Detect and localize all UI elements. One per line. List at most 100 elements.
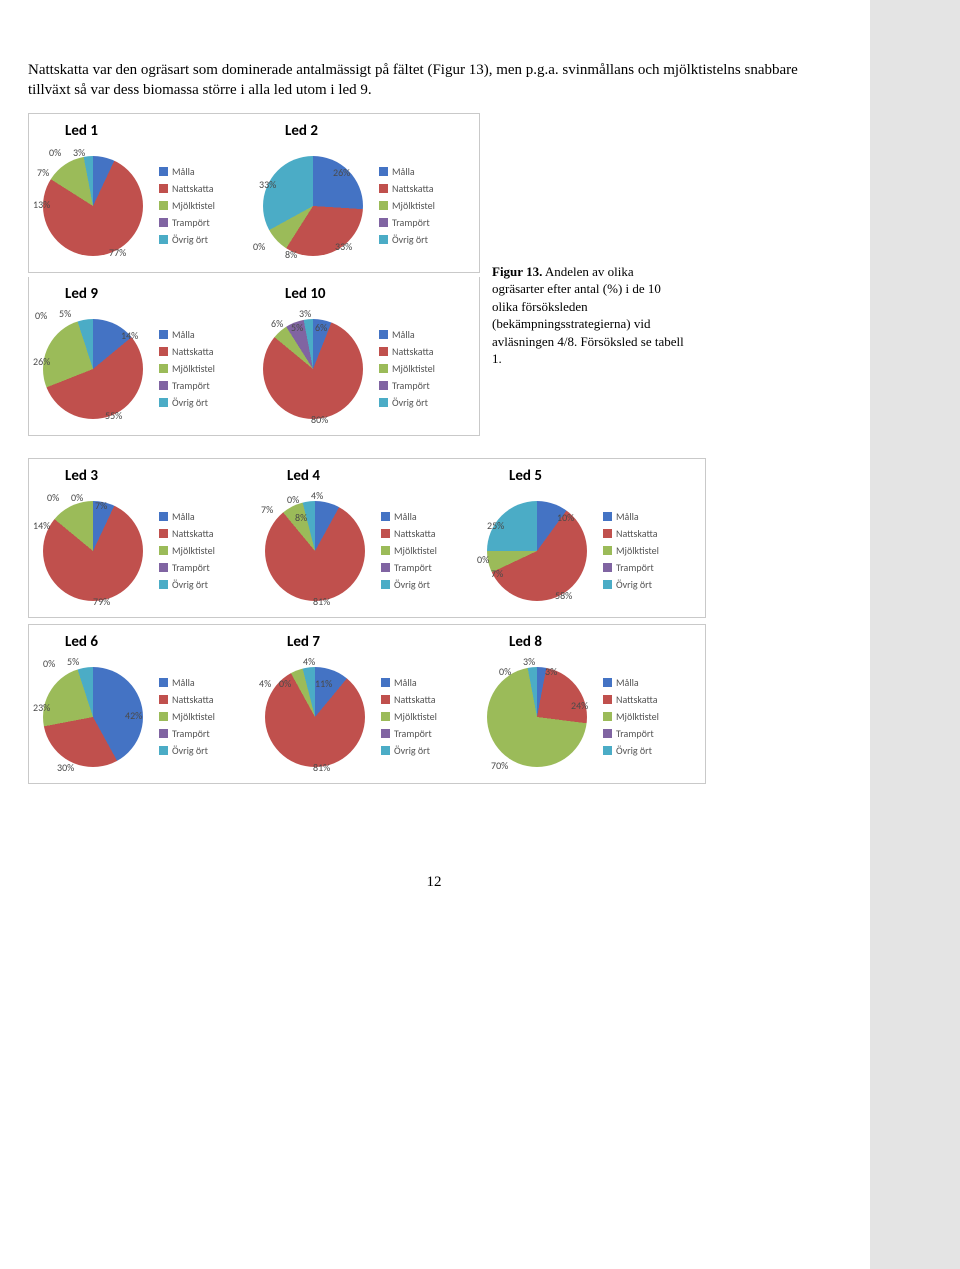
chart-title: Led 8 — [509, 633, 699, 651]
page-margin-gray — [870, 0, 960, 1269]
legend-swatch — [379, 184, 388, 193]
pct-label: 77% — [109, 248, 126, 258]
legend-swatch — [603, 512, 612, 521]
pct-label: 7% — [491, 569, 503, 579]
legend-swatch — [603, 695, 612, 704]
legend-label: Mjölktistel — [172, 542, 215, 559]
legend-item: Målla — [159, 163, 215, 180]
legend-swatch — [603, 729, 612, 738]
legend-label: Övrig ört — [394, 742, 430, 759]
pct-label: 42% — [125, 711, 142, 721]
legend: MållaNattskattaMjölktistelTrampörtÖvrig … — [381, 674, 437, 759]
pie-chart: 0%5%14%26%55% — [33, 309, 153, 429]
pie-chart: 3%0%3%24%70% — [477, 657, 597, 777]
legend-swatch — [381, 580, 390, 589]
legend-swatch — [379, 330, 388, 339]
chart-led-8: Led 83%0%3%24%70%MållaNattskattaMjölktis… — [477, 631, 699, 777]
document-page: Nattskatta var den ogräsart som dominera… — [0, 0, 870, 931]
pct-label: 4% — [311, 491, 323, 501]
pct-label: 10% — [557, 513, 574, 523]
legend-item: Mjölktistel — [159, 197, 215, 214]
pct-label: 5% — [291, 323, 303, 333]
pct-label: 11% — [315, 679, 332, 689]
legend-swatch — [381, 746, 390, 755]
chart-group-6-7-8: Led 60%5%23%42%30%MållaNattskattaMjölkti… — [28, 624, 706, 784]
legend-label: Övrig ört — [392, 231, 428, 248]
legend-label: Nattskatta — [172, 525, 214, 542]
legend-item: Nattskatta — [159, 525, 215, 542]
pie-chart: 0%3%7%13%77% — [33, 146, 153, 266]
legend-label: Målla — [172, 508, 195, 525]
legend-item: Trampört — [603, 559, 659, 576]
legend-swatch — [379, 347, 388, 356]
legend-item: Nattskatta — [159, 343, 215, 360]
legend-swatch — [159, 398, 168, 407]
legend-swatch — [603, 712, 612, 721]
pct-label: 33% — [259, 180, 276, 190]
chart-title: Led 2 — [285, 122, 473, 140]
legend-item: Målla — [379, 163, 435, 180]
legend-swatch — [381, 678, 390, 687]
pct-label: 0% — [279, 679, 291, 689]
legend-label: Mjölktistel — [172, 360, 215, 377]
legend-label: Trampört — [172, 214, 210, 231]
pct-label: 0% — [499, 667, 511, 677]
legend-label: Övrig ört — [172, 394, 208, 411]
legend-item: Mjölktistel — [159, 708, 215, 725]
pct-label: 4% — [303, 657, 315, 667]
chart-led-6: Led 60%5%23%42%30%MållaNattskattaMjölkti… — [33, 631, 255, 777]
legend-item: Målla — [381, 674, 437, 691]
chart-title: Led 6 — [65, 633, 255, 651]
pie-chart: 33%26%0%8%33% — [253, 146, 373, 266]
legend-label: Målla — [172, 163, 195, 180]
chart-title: Led 7 — [287, 633, 477, 651]
pct-label: 70% — [491, 761, 508, 771]
legend: MållaNattskattaMjölktistelTrampörtÖvrig … — [603, 508, 659, 593]
legend-item: Mjölktistel — [379, 360, 435, 377]
legend-item: Övrig ört — [159, 231, 215, 248]
pct-label: 26% — [333, 168, 350, 178]
legend-label: Målla — [616, 674, 639, 691]
legend-swatch — [159, 218, 168, 227]
pct-label: 7% — [37, 168, 49, 178]
pct-label: 0% — [287, 495, 299, 505]
legend-swatch — [381, 546, 390, 555]
legend-label: Mjölktistel — [392, 197, 435, 214]
pct-label: 0% — [47, 493, 59, 503]
pct-label: 0% — [43, 659, 55, 669]
chart-led-2: Led 233%26%0%8%33%MållaNattskattaMjölkti… — [253, 120, 473, 266]
legend-swatch — [603, 678, 612, 687]
legend-label: Nattskatta — [392, 180, 434, 197]
legend-item: Nattskatta — [379, 180, 435, 197]
legend-item: Övrig ört — [159, 742, 215, 759]
legend-item: Mjölktistel — [603, 708, 659, 725]
legend-label: Nattskatta — [172, 691, 214, 708]
pct-label: 6% — [271, 319, 283, 329]
legend: MållaNattskattaMjölktistelTrampörtÖvrig … — [379, 163, 435, 248]
legend-swatch — [159, 201, 168, 210]
legend-item: Mjölktistel — [159, 360, 215, 377]
legend-label: Övrig ört — [172, 231, 208, 248]
legend-label: Nattskatta — [172, 343, 214, 360]
legend-label: Övrig ört — [172, 576, 208, 593]
legend-item: Målla — [381, 508, 437, 525]
pct-label: 0% — [477, 555, 489, 565]
chart-led-5: Led 510%25%0%7%58%MållaNattskattaMjölkti… — [477, 465, 699, 611]
legend-swatch — [379, 381, 388, 390]
legend: MållaNattskattaMjölktistelTrampörtÖvrig … — [159, 508, 215, 593]
legend-label: Målla — [172, 326, 195, 343]
intro-paragraph: Nattskatta var den ogräsart som dominera… — [28, 60, 840, 101]
legend-swatch — [159, 546, 168, 555]
figure-caption: Figur 13. Andelen av olika ogräsarter ef… — [480, 263, 687, 368]
legend-label: Trampört — [394, 725, 432, 742]
chart-title: Led 9 — [65, 285, 253, 303]
chart-title: Led 4 — [287, 467, 477, 485]
legend-label: Målla — [394, 674, 417, 691]
chart-led-4: Led 40%4%7%8%81%MållaNattskattaMjölktist… — [255, 465, 477, 611]
chart-group-3-4-5: Led 30%0%7%14%79%MållaNattskattaMjölktis… — [28, 458, 706, 618]
pct-label: 14% — [33, 521, 50, 531]
legend-item: Målla — [603, 674, 659, 691]
legend-item: Mjölktistel — [381, 542, 437, 559]
legend-item: Trampört — [379, 377, 435, 394]
chart-group-9-10: Led 90%5%14%26%55%MållaNattskattaMjölkti… — [28, 277, 480, 436]
